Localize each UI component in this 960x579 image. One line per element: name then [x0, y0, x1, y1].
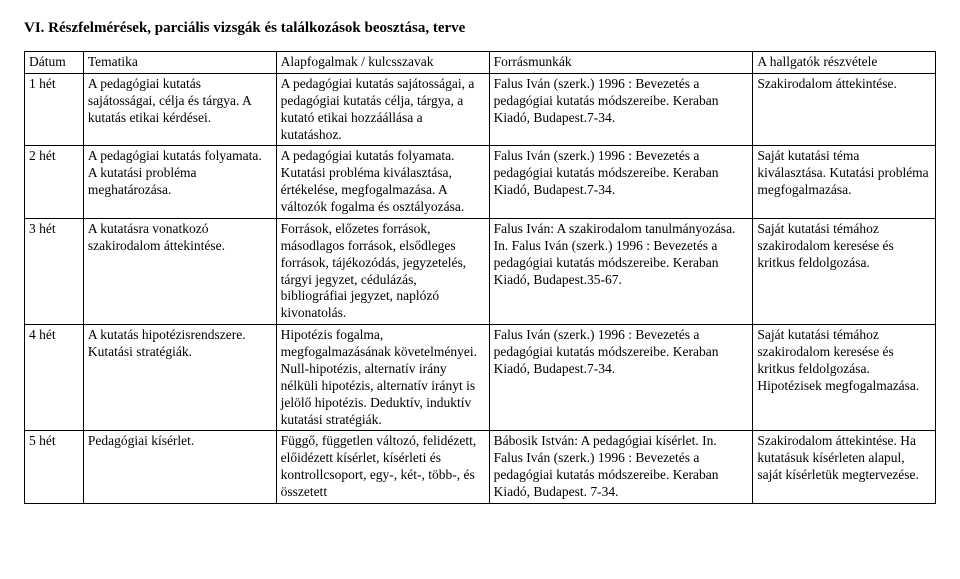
cell-date: 3 hét	[25, 218, 84, 324]
cell-sources: Falus Iván (szerk.) 1996 : Bevezetés a p…	[489, 325, 753, 431]
table-row: 1 hét A pedagógiai kutatás sajátosságai,…	[25, 73, 936, 146]
cell-date: 1 hét	[25, 73, 84, 146]
table-header-row: Dátum Tematika Alapfogalmak / kulcsszava…	[25, 52, 936, 74]
cell-participation: Szakirodalom áttekintése.	[753, 73, 936, 146]
cell-keywords: Hipotézis fogalma, megfogalmazásának köv…	[276, 325, 489, 431]
cell-topic: A pedagógiai kutatás folyamata. A kutatá…	[83, 146, 276, 219]
cell-sources: Bábosik István: A pedagógiai kísérlet. I…	[489, 431, 753, 504]
col-header-participation: A hallgatók részvétele	[753, 52, 936, 74]
cell-date: 4 hét	[25, 325, 84, 431]
cell-participation: Saját kutatási témához szakirodalom kere…	[753, 218, 936, 324]
cell-keywords: Függő, független változó, felidézett, el…	[276, 431, 489, 504]
cell-topic: A kutatás hipotézisrendszere. Kutatási s…	[83, 325, 276, 431]
cell-participation: Saját kutatási témához szakirodalom kere…	[753, 325, 936, 431]
section-title: VI. Részfelmérések, parciális vizsgák és…	[24, 20, 936, 37]
cell-sources: Falus Iván: A szakirodalom tanulmányozás…	[489, 218, 753, 324]
table-row: 5 hét Pedagógiai kísérlet. Függő, függet…	[25, 431, 936, 504]
cell-sources: Falus Iván (szerk.) 1996 : Bevezetés a p…	[489, 146, 753, 219]
schedule-table: Dátum Tematika Alapfogalmak / kulcsszava…	[24, 51, 936, 504]
cell-topic: Pedagógiai kísérlet.	[83, 431, 276, 504]
cell-date: 2 hét	[25, 146, 84, 219]
table-row: 2 hét A pedagógiai kutatás folyamata. A …	[25, 146, 936, 219]
cell-participation: Szakirodalom áttekintése. Ha kutatásuk k…	[753, 431, 936, 504]
col-header-keywords: Alapfogalmak / kulcsszavak	[276, 52, 489, 74]
col-header-sources: Forrásmunkák	[489, 52, 753, 74]
cell-keywords: A pedagógiai kutatás folyamata. Kutatási…	[276, 146, 489, 219]
cell-participation: Saját kutatási téma kiválasztása. Kutatá…	[753, 146, 936, 219]
col-header-date: Dátum	[25, 52, 84, 74]
cell-sources: Falus Iván (szerk.) 1996 : Bevezetés a p…	[489, 73, 753, 146]
cell-keywords: A pedagógiai kutatás sajátosságai, a ped…	[276, 73, 489, 146]
table-row: 4 hét A kutatás hipotézisrendszere. Kuta…	[25, 325, 936, 431]
col-header-topic: Tematika	[83, 52, 276, 74]
cell-date: 5 hét	[25, 431, 84, 504]
table-row: 3 hét A kutatásra vonatkozó szakirodalom…	[25, 218, 936, 324]
cell-keywords: Források, előzetes források, másodlagos …	[276, 218, 489, 324]
cell-topic: A kutatásra vonatkozó szakirodalom áttek…	[83, 218, 276, 324]
cell-topic: A pedagógiai kutatás sajátosságai, célja…	[83, 73, 276, 146]
